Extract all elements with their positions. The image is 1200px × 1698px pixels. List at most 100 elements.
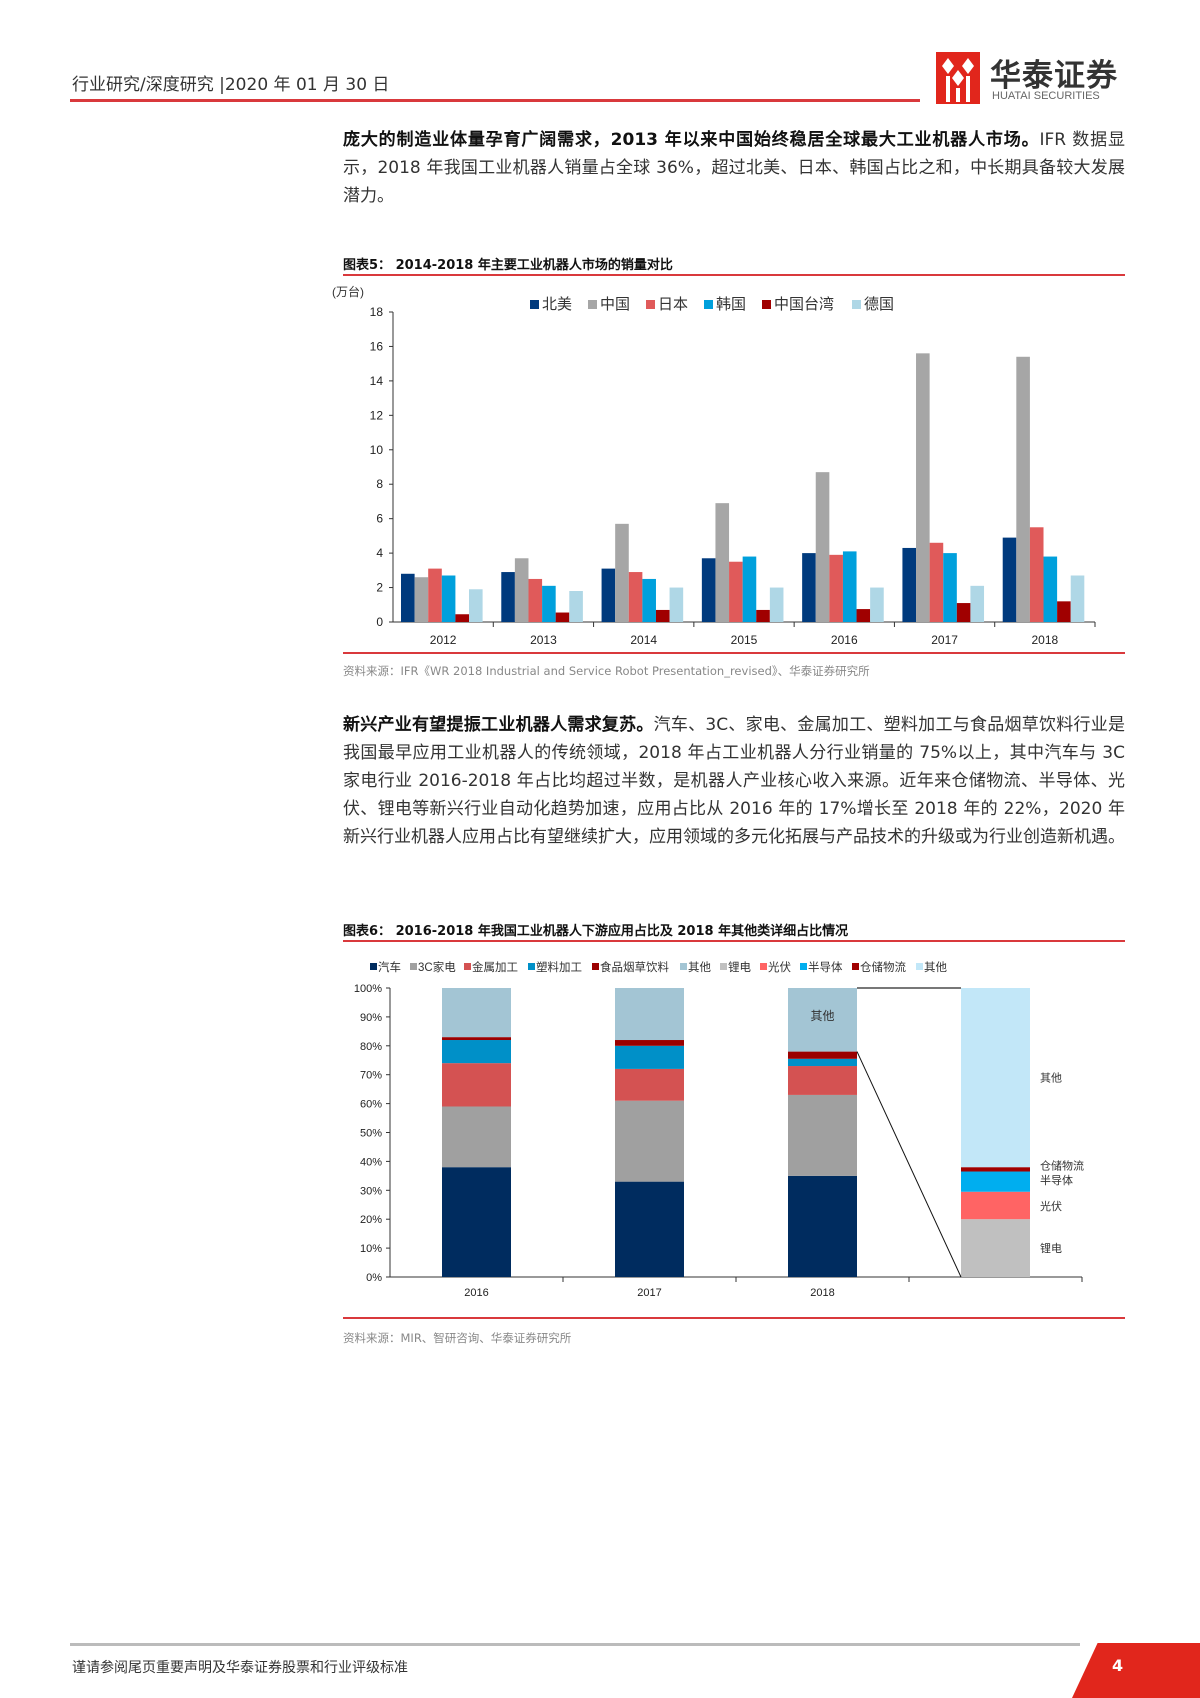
- breakdown-label: 仓储物流: [1040, 1159, 1084, 1173]
- bar-北美-2012: [401, 573, 415, 622]
- breakdown-label: 半导体: [1040, 1173, 1073, 1187]
- bar-segment-3C家电-2017: [615, 1100, 684, 1182]
- legend-swatch: [762, 300, 771, 309]
- bar-segment-塑料加工-2016: [442, 1040, 511, 1064]
- legend-swatch: [646, 300, 655, 309]
- legend-swatch: [852, 300, 861, 309]
- legend-label: 锂电: [728, 960, 751, 974]
- logo-mark-icon: [936, 52, 980, 104]
- bar-日本-2013: [528, 578, 543, 622]
- bar-日本-2012: [428, 568, 442, 622]
- legend-label: 半导体: [808, 960, 843, 974]
- y-tick-label: 18: [370, 305, 384, 319]
- legend-label: 光伏: [768, 960, 791, 974]
- legend-swatch: [528, 963, 535, 970]
- bar-segment-其他-breakdown: [961, 988, 1030, 1168]
- legend-label: 金属加工: [472, 960, 518, 974]
- breakdown-label: 其他: [1040, 1072, 1062, 1085]
- figure6-title: 图表6： 2016-2018 年我国工业机器人下游应用占比及 2018 年其他类…: [343, 924, 849, 939]
- bar-中国-2012: [414, 577, 429, 622]
- bar-德国-2013: [569, 591, 583, 622]
- bar-北美-2018: [1002, 537, 1017, 622]
- bar-韩国-2012: [441, 575, 456, 622]
- x-tick-label: 2012: [430, 633, 457, 647]
- bar-中国台湾-2012: [455, 614, 469, 622]
- bar-segment-塑料加工-2018: [788, 1058, 857, 1067]
- bar-中国-2013: [514, 558, 529, 622]
- y-tick-label: 0: [376, 615, 383, 629]
- bar-中国台湾-2015: [756, 609, 770, 622]
- paragraph2-heading: 新兴产业有望提振工业机器人需求复苏。: [343, 715, 654, 735]
- bar-韩国-2013: [542, 585, 556, 622]
- bar-segment-食品烟草饮料-2018: [788, 1051, 857, 1059]
- bar-segment-汽车-2018: [788, 1175, 857, 1277]
- x-tick-label: 2018: [1032, 633, 1059, 647]
- x-tick-label: 2014: [630, 633, 657, 647]
- bar-中国-2015: [715, 503, 730, 622]
- legend-swatch: [464, 963, 471, 970]
- header-date: |2020 年 01 月 30 日: [219, 75, 390, 95]
- y-tick-label: 6: [376, 512, 383, 526]
- y-tick-label: 80%: [360, 1041, 382, 1053]
- bar-北美-2014: [601, 568, 616, 622]
- page-number: 4: [1112, 1656, 1124, 1675]
- legend-label: 韩国: [716, 296, 746, 313]
- legend-label: 北美: [542, 296, 572, 313]
- y-tick-label: 100%: [354, 983, 382, 995]
- figure5-title: 图表5： 2014-2018 年主要工业机器人市场的销量对比: [343, 258, 673, 273]
- bar-德国-2018: [1070, 575, 1085, 622]
- bar-中国-2017: [916, 353, 930, 622]
- bar-韩国-2018: [1043, 556, 1058, 622]
- y-tick-label: 60%: [360, 1099, 382, 1111]
- bar-北美-2013: [501, 572, 515, 622]
- footer-disclaimer: 谨请参阅尾页重要声明及华泰证券股票和行业评级标准: [72, 1660, 408, 1676]
- logo-text-en: HUATAI SECURITIES: [992, 90, 1100, 102]
- bar-韩国-2015: [742, 556, 757, 622]
- bar-韩国-2014: [642, 578, 656, 622]
- y-tick-label: 50%: [360, 1128, 382, 1140]
- bar-日本-2014: [628, 572, 643, 622]
- bar-北美-2015: [701, 558, 716, 622]
- x-tick-label: 2017: [931, 633, 958, 647]
- y-tick-label: 12: [370, 408, 384, 422]
- figure5-source: 资料来源：IFR《WR 2018 Industrial and Service …: [343, 664, 870, 678]
- legend-swatch: [704, 300, 713, 309]
- bar-segment-汽车-2017: [615, 1181, 684, 1277]
- intro-heading: 庞大的制造业体量孕育广阔需求，2013 年以来中国始终稳居全球最大工业机器人市场…: [343, 130, 1040, 150]
- figure6-bottom-rule: [343, 1317, 1125, 1319]
- bar-中国台湾-2016: [856, 609, 871, 622]
- legend-label: 3C家电: [418, 960, 456, 974]
- y-tick-label: 16: [370, 339, 384, 353]
- legend-swatch: [370, 963, 377, 970]
- bar-中国台湾-2014: [655, 609, 670, 622]
- bar-日本-2017: [929, 542, 944, 622]
- paragraph2: 新兴产业有望提振工业机器人需求复苏。汽车、3C、家电、金属加工、塑料加工与食品烟…: [343, 711, 1125, 851]
- bar-德国-2017: [970, 585, 985, 622]
- bar-segment-其他-2018: [788, 988, 857, 1052]
- legend-label: 仓储物流: [860, 960, 906, 974]
- y-tick-label: 70%: [360, 1070, 382, 1082]
- figure6-chart: 0% 10% 20% 30% 40% 50% 60% 70% 80% 90% 100% 2016 201…: [354, 960, 1084, 1299]
- y-tick-label: 90%: [360, 1012, 382, 1024]
- bar-segment-仓储物流-breakdown: [961, 1167, 1030, 1172]
- bar-中国台湾-2013: [555, 612, 570, 622]
- bar-北美-2017: [902, 547, 917, 622]
- bar-segment-光伏-breakdown: [961, 1191, 1030, 1220]
- figure6-source: 资料来源：MIR、智研咨询、华泰证券研究所: [343, 1331, 572, 1345]
- bar-segment-金属加工-2018: [788, 1066, 857, 1095]
- bar-中国台湾-2017: [956, 603, 971, 622]
- bar-segment-锂电-breakdown: [961, 1219, 1030, 1277]
- x-tick-label: 2016: [464, 1287, 488, 1299]
- breakdown-label: 锂电: [1040, 1241, 1062, 1255]
- legend-swatch: [410, 963, 417, 970]
- y-tick-label: 14: [370, 374, 384, 388]
- y-tick-label: 10: [370, 443, 384, 457]
- legend-label: 其他: [688, 961, 711, 974]
- bar-segment-汽车-2016: [442, 1167, 511, 1277]
- header-rule: [70, 99, 920, 102]
- intro-text: IFR 数据显示，2018 年我国工业机器人销量占全球 36%，超过北美、日本、…: [343, 130, 1125, 206]
- legend-swatch: [592, 963, 599, 970]
- connector-bottom: [856, 1051, 962, 1278]
- y-tick-label: 4: [376, 546, 383, 560]
- x-tick-label: 2015: [731, 633, 758, 647]
